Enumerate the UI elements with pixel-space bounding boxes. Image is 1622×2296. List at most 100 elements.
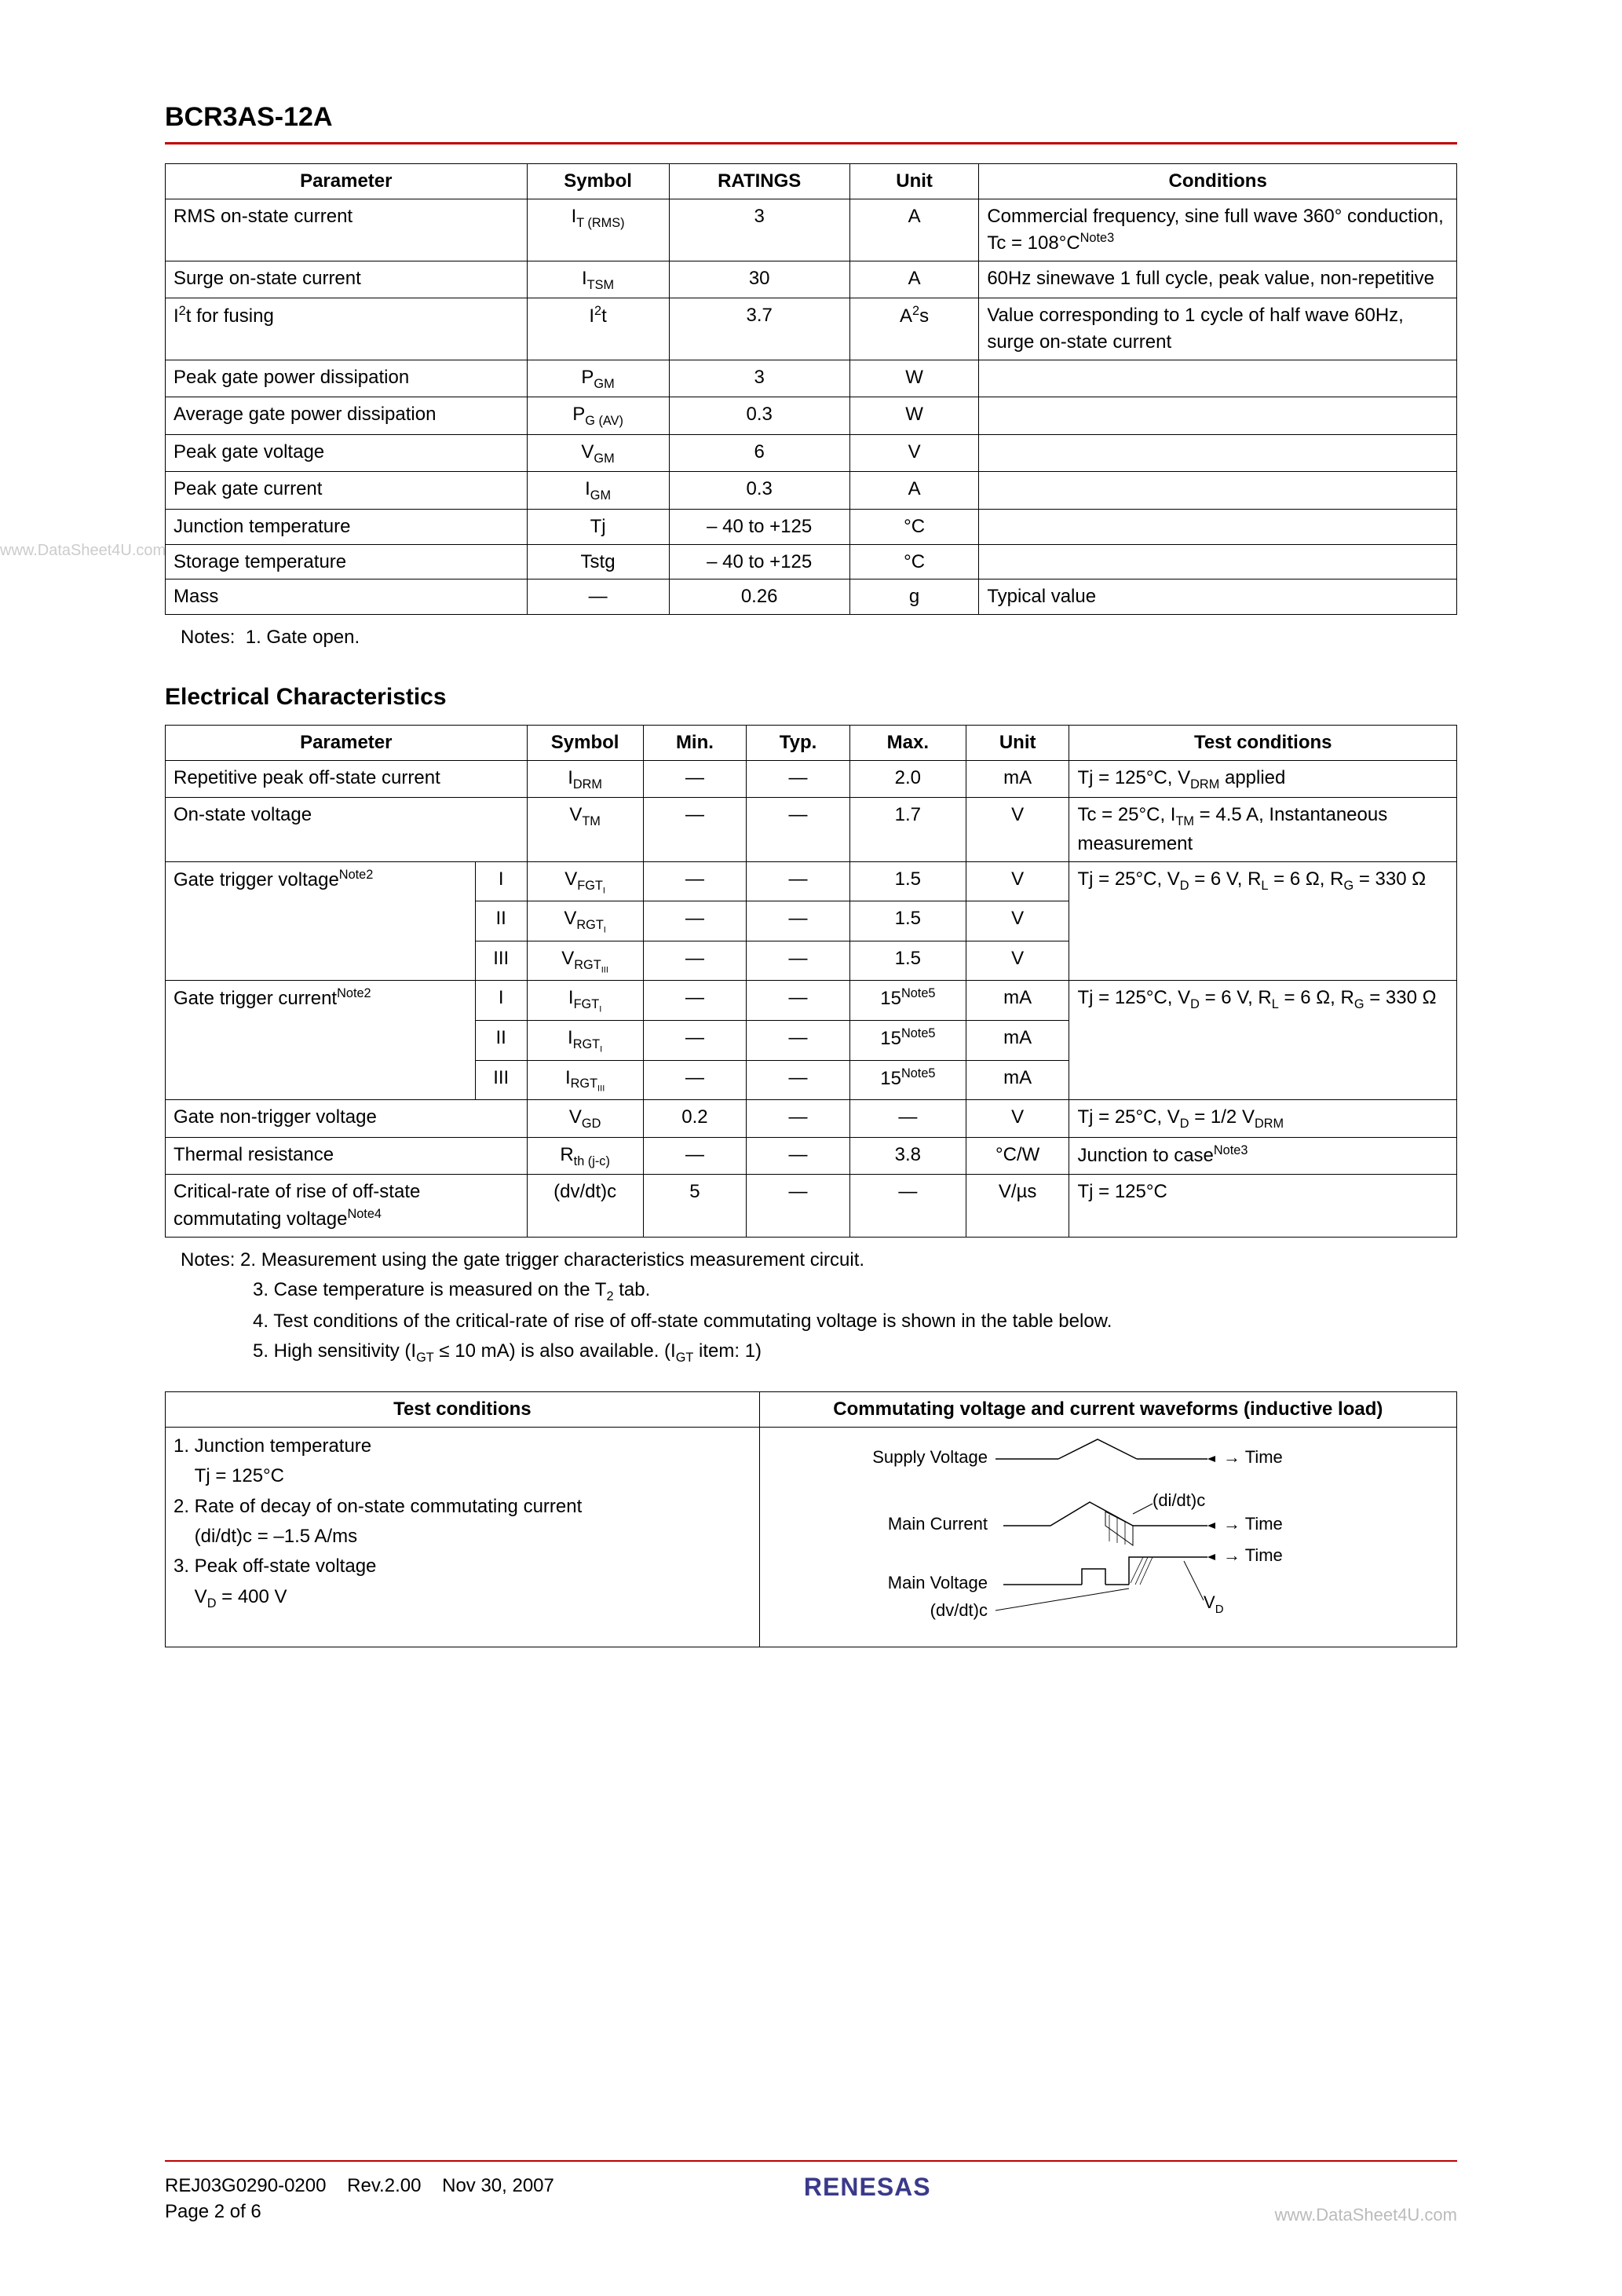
cell-max: 1.5 (849, 901, 966, 941)
cell-min: 0.2 (643, 1100, 747, 1138)
table-row: On-state voltageVTM——1.7VTc = 25°C, ITM … (166, 798, 1457, 861)
cell-conditions (979, 360, 1457, 397)
cell-min: — (643, 1137, 747, 1175)
test-conditions-cell: 1. Junction temperature Tj = 125°C2. Rat… (166, 1427, 760, 1647)
th-symbol: Symbol (527, 726, 643, 761)
table-header-row: Parameter Symbol Min. Typ. Max. Unit Tes… (166, 726, 1457, 761)
cell-max: — (849, 1100, 966, 1138)
cell-test-conditions: Tj = 125°C, VD = 6 V, RL = 6 Ω, RG = 330… (1069, 981, 1457, 1100)
cell-symbol: Rth (j-c) (527, 1137, 643, 1175)
cell-symbol: IRGTI (527, 1021, 643, 1061)
cell-typ: — (747, 861, 850, 901)
cell-symbol: VFGTI (527, 861, 643, 901)
cell-unit: A (849, 472, 979, 510)
cell-parameter: Gate trigger voltageNote2 (166, 861, 476, 981)
label-didt: (di/dt)c (1153, 1490, 1205, 1510)
cell-parameter: Repetitive peak off-state current (166, 760, 528, 798)
table-row: Repetitive peak off-state currentIDRM——2… (166, 760, 1457, 798)
table-row: 1. Junction temperature Tj = 125°C2. Rat… (166, 1427, 1457, 1647)
label-time: → Time (1223, 1447, 1283, 1467)
cell-typ: — (747, 1060, 850, 1100)
cell-max: — (849, 1175, 966, 1237)
cell-mode: II (475, 1021, 527, 1061)
table-row: I2t for fusingI2t3.7A2sValue correspondi… (166, 298, 1457, 360)
cell-mode: III (475, 941, 527, 981)
cell-rating: 3 (669, 360, 849, 397)
label-time: → Time (1223, 1545, 1283, 1565)
cell-parameter: Peak gate voltage (166, 434, 528, 472)
footer-rev: Rev.2.00 (347, 2175, 421, 2196)
cell-symbol: (dv/dt)c (527, 1175, 643, 1237)
cell-max: 1.5 (849, 861, 966, 901)
footer-red-line (165, 2160, 1457, 2162)
cell-parameter: Average gate power dissipation (166, 397, 528, 435)
cell-unit: A2s (849, 298, 979, 360)
cell-test-conditions: Tj = 125°C, VDRM applied (1069, 760, 1457, 798)
table-row: Mass—0.26gTypical value (166, 579, 1457, 615)
cell-unit: V (966, 861, 1069, 901)
label-time: → Time (1223, 1514, 1283, 1534)
cell-rating: – 40 to +125 (669, 510, 849, 545)
cell-parameter: I2t for fusing (166, 298, 528, 360)
cell-unit: mA (966, 981, 1069, 1021)
cell-symbol: Tj (527, 510, 669, 545)
cell-max: 15Note5 (849, 981, 966, 1021)
notes-1: Notes: 1. Gate open. (181, 623, 1457, 653)
cell-test-conditions: Tj = 25°C, VD = 6 V, RL = 6 Ω, RG = 330 … (1069, 861, 1457, 981)
cell-min: — (643, 901, 747, 941)
cell-mode: I (475, 861, 527, 901)
table-row: Gate non-trigger voltageVGD0.2——VTj = 25… (166, 1100, 1457, 1138)
cell-symbol: VGM (527, 434, 669, 472)
cell-parameter: Thermal resistance (166, 1137, 528, 1175)
cell-rating: 30 (669, 261, 849, 298)
cell-min: — (643, 981, 747, 1021)
cell-symbol: PGM (527, 360, 669, 397)
footer: REJ03G0290-0200 Rev.2.00 Nov 30, 2007 Pa… (165, 2160, 1457, 2225)
notes-label: Notes: (181, 627, 235, 648)
th-unit: Unit (849, 164, 979, 199)
note-item: 5. High sensitivity (IGT ≤ 10 mA) is als… (253, 1336, 1457, 1368)
cell-parameter: Mass (166, 579, 528, 615)
cell-conditions (979, 472, 1457, 510)
cell-test-conditions: Tj = 25°C, VD = 1/2 VDRM (1069, 1100, 1457, 1138)
page: www.DataSheet4U.com BCR3AS-12A Parameter… (0, 0, 1622, 2296)
cell-typ: — (747, 901, 850, 941)
tc-line: 1. Junction temperature (174, 1431, 751, 1461)
table-row: Peak gate voltageVGM6V (166, 434, 1457, 472)
cell-conditions (979, 510, 1457, 545)
tc-line: 2. Rate of decay of on-state commutating… (174, 1492, 751, 1522)
cell-conditions: Value corresponding to 1 cycle of half w… (979, 298, 1457, 360)
cell-typ: — (747, 1175, 850, 1237)
cell-conditions (979, 434, 1457, 472)
tc-line: 3. Peak off-state voltage (174, 1552, 751, 1581)
cell-unit: g (849, 579, 979, 615)
cell-max: 2.0 (849, 760, 966, 798)
th-parameter: Parameter (166, 164, 528, 199)
note-item: 3. Case temperature is measured on the T… (253, 1275, 1457, 1307)
cell-unit: V (849, 434, 979, 472)
cell-symbol: IRGTIII (527, 1060, 643, 1100)
cell-min: — (643, 861, 747, 901)
cell-mode: III (475, 1060, 527, 1100)
th-waveforms: Commutating voltage and current waveform… (759, 1392, 1456, 1428)
cell-parameter: Storage temperature (166, 544, 528, 579)
th-max: Max. (849, 726, 966, 761)
th-ratings: RATINGS (669, 164, 849, 199)
cell-test-conditions: Tc = 25°C, ITM = 4.5 A, Instantaneous me… (1069, 798, 1457, 861)
cell-mode: II (475, 901, 527, 941)
cell-max: 3.8 (849, 1137, 966, 1175)
label-vd: VD (1204, 1592, 1224, 1616)
cell-conditions: Typical value (979, 579, 1457, 615)
cell-unit: mA (966, 1060, 1069, 1100)
table-header-row: Test conditions Commutating voltage and … (166, 1392, 1457, 1428)
cell-test-conditions: Junction to caseNote3 (1069, 1137, 1457, 1175)
cell-unit: W (849, 360, 979, 397)
table-row: Storage temperatureTstg– 40 to +125°C (166, 544, 1457, 579)
cell-parameter: Surge on-state current (166, 261, 528, 298)
cell-rating: 3 (669, 199, 849, 261)
label-dvdt: (dv/dt)c (930, 1600, 987, 1620)
footer-watermark-right: www.DataSheet4U.com (1275, 2205, 1457, 2225)
cell-typ: — (747, 981, 850, 1021)
cell-conditions (979, 397, 1457, 435)
cell-rating: 0.26 (669, 579, 849, 615)
